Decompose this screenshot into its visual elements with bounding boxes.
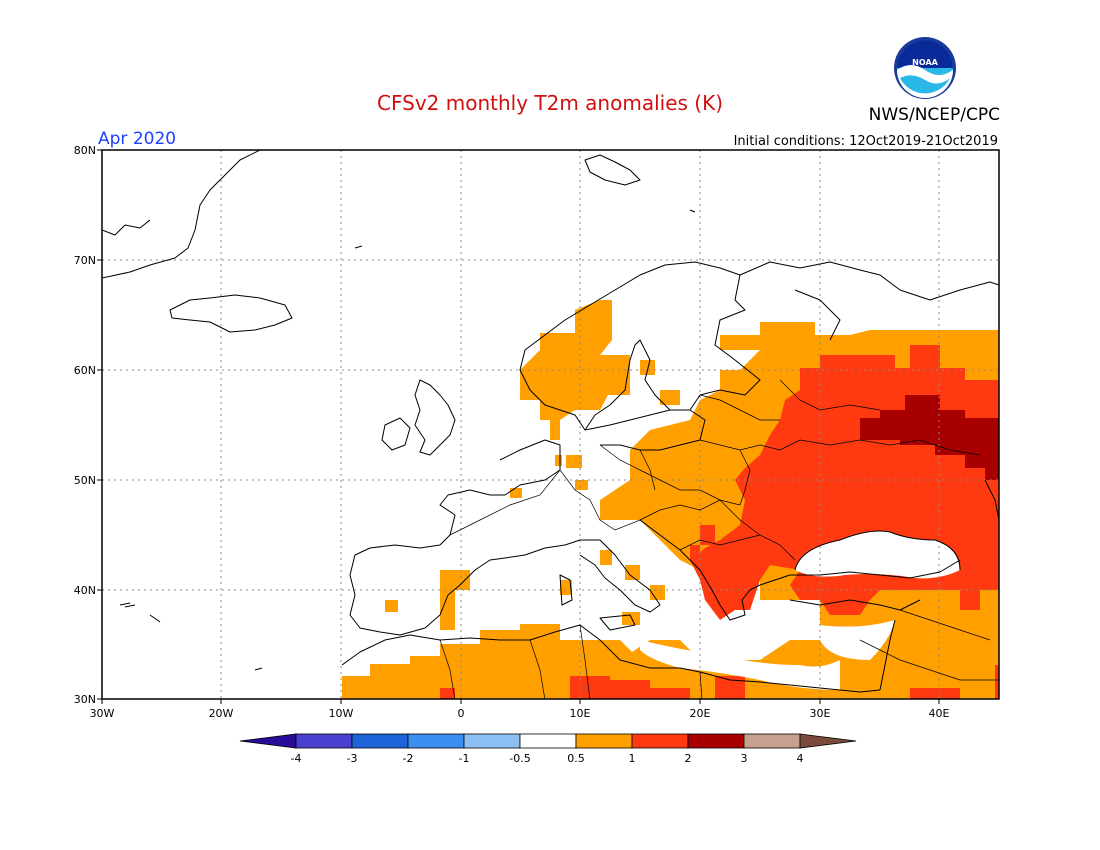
legend-swatch bbox=[519, 733, 577, 749]
legend-swatch bbox=[407, 733, 465, 749]
agency-label: NWS/NCEP/CPC bbox=[869, 105, 1000, 125]
legend-label: -2 bbox=[403, 752, 414, 765]
map-plot-area bbox=[102, 150, 999, 699]
legend-label: 1 bbox=[629, 752, 636, 765]
legend-swatch bbox=[351, 733, 409, 749]
map-frame bbox=[101, 149, 1000, 700]
lon-label: 10E bbox=[570, 707, 591, 720]
lat-label: 80N bbox=[74, 144, 96, 157]
legend-swatch bbox=[687, 733, 745, 749]
legend-label: 0.5 bbox=[567, 752, 585, 765]
lon-label: 10W bbox=[329, 707, 354, 720]
legend-label: 2 bbox=[685, 752, 692, 765]
graticule bbox=[102, 150, 999, 699]
lon-label: 30E bbox=[810, 707, 831, 720]
legend-left-arrow bbox=[239, 733, 297, 749]
legend-label: -4 bbox=[291, 752, 302, 765]
longitude-axis: 30W 20W 10W 0 10E 20E 30E 40E bbox=[90, 699, 950, 720]
legend-label: 3 bbox=[741, 752, 748, 765]
initial-conditions-label: Initial conditions: 12Oct2019-21Oct2019 bbox=[734, 134, 998, 149]
noaa-logo-text: NOAA bbox=[912, 58, 938, 67]
legend-label: -1 bbox=[459, 752, 470, 765]
anomaly-shading-3-4 bbox=[860, 395, 999, 480]
legend-swatch bbox=[295, 733, 353, 749]
legend-right-arrow bbox=[799, 733, 857, 749]
color-legend: -4 -3 -2 -1 -0.5 0.5 1 2 3 4 bbox=[239, 733, 857, 765]
legend-swatch bbox=[575, 733, 633, 749]
noaa-logo-icon: NOAA bbox=[894, 37, 956, 99]
legend-label: 4 bbox=[797, 752, 804, 765]
map-title: CFSv2 monthly T2m anomalies (K) bbox=[377, 91, 723, 115]
legend-swatch bbox=[631, 733, 689, 749]
lon-label: 40E bbox=[929, 707, 950, 720]
legend-label: -0.5 bbox=[509, 752, 530, 765]
lat-label: 50N bbox=[74, 474, 96, 487]
valid-month-label: Apr 2020 bbox=[98, 129, 176, 149]
lon-label: 20W bbox=[209, 707, 234, 720]
lat-label: 40N bbox=[74, 584, 96, 597]
country-borders bbox=[439, 379, 999, 699]
lon-label: 20E bbox=[690, 707, 711, 720]
sea-mask bbox=[640, 531, 960, 690]
lon-label: 0 bbox=[458, 707, 465, 720]
legend-swatch bbox=[463, 733, 521, 749]
latitude-axis: 80N 70N 60N 50N 40N 30N bbox=[74, 144, 102, 706]
lat-label: 60N bbox=[74, 364, 96, 377]
islands bbox=[119, 209, 696, 671]
legend-swatch bbox=[743, 733, 801, 749]
lat-label: 70N bbox=[74, 254, 96, 267]
lon-label: 30W bbox=[90, 707, 115, 720]
legend-label: -3 bbox=[347, 752, 358, 765]
lat-label: 30N bbox=[74, 693, 96, 706]
